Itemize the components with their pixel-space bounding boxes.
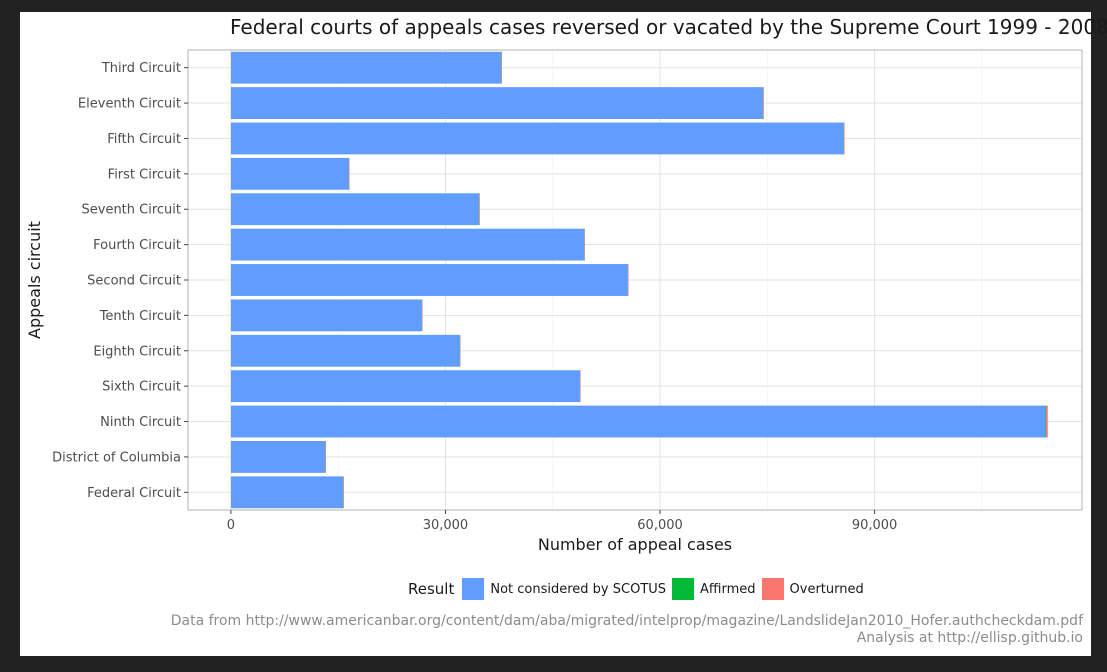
bar-not-considered-by-scotus-district-of-columbia bbox=[230, 441, 326, 473]
source-note: Data from http://www.americanbar.org/con… bbox=[171, 613, 1083, 647]
bar-overturned-second-circuit bbox=[627, 264, 629, 296]
legend-item-affirmed: Affirmed bbox=[672, 578, 756, 600]
y-tick-label: Sixth Circuit bbox=[102, 380, 181, 395]
x-tick-label: 90,000 bbox=[852, 518, 898, 533]
y-tick-label: Second Circuit bbox=[87, 274, 181, 289]
y-tick-label: Eleventh Circuit bbox=[78, 97, 181, 112]
y-tick-label: Eighth Circuit bbox=[93, 344, 181, 359]
legend-label-overturned: Overturned bbox=[789, 581, 864, 597]
bar-not-considered-by-scotus-second-circuit bbox=[230, 264, 628, 296]
y-tick-label: Fourth Circuit bbox=[93, 238, 181, 253]
bar-not-considered-by-scotus-seventh-circuit bbox=[230, 193, 480, 226]
legend-swatch-affirmed bbox=[672, 578, 695, 600]
y-tick-label: Fifth Circuit bbox=[107, 132, 181, 147]
bar-overturned-ninth-circuit bbox=[1045, 405, 1048, 438]
y-tick-label: Seventh Circuit bbox=[82, 203, 182, 218]
bar-overturned-sixth-circuit bbox=[580, 370, 581, 403]
legend-label-affirmed: Affirmed bbox=[700, 581, 756, 597]
x-axis-title: Number of appeal cases bbox=[538, 535, 732, 554]
bar-not-considered-by-scotus-fifth-circuit bbox=[230, 122, 844, 155]
bar-not-considered-by-scotus-tenth-circuit bbox=[230, 299, 422, 332]
bar-affirmed-ninth-circuit bbox=[1045, 405, 1047, 438]
bar-overturned-federal-circuit bbox=[343, 476, 344, 509]
chart-canvas: Federal courts of appeals cases reversed… bbox=[20, 12, 1107, 656]
legend-item-not-considered: Not considered by SCOTUS bbox=[462, 578, 666, 600]
y-tick-label: Federal Circuit bbox=[87, 486, 181, 501]
y-tick-label: District of Columbia bbox=[52, 450, 181, 465]
y-tick-label: First Circuit bbox=[108, 167, 181, 182]
legend-label-not-considered: Not considered by SCOTUS bbox=[490, 581, 667, 597]
bar-overturned-eighth-circuit bbox=[459, 334, 461, 367]
bar-chart: Third Circuit Eleventh Circuit Fifth Circu… bbox=[25, 49, 1083, 554]
source-line-analysis: Analysis at http://ellisp.github.io bbox=[856, 630, 1083, 646]
bar-overturned-district-of-columbia bbox=[325, 441, 326, 473]
bar-overturned-fifth-circuit bbox=[843, 122, 845, 155]
legend-item-overturned: Overturned bbox=[761, 578, 864, 600]
bar-overturned-seventh-circuit bbox=[479, 193, 480, 226]
bar-not-considered-by-scotus-sixth-circuit bbox=[230, 370, 580, 403]
source-line-data: Data from http://www.americanbar.org/con… bbox=[170, 613, 1083, 629]
y-tick-label: Third Circuit bbox=[101, 61, 181, 76]
legend-swatch-overturned bbox=[761, 578, 784, 600]
y-tick-label: Tenth Circuit bbox=[99, 309, 181, 324]
bar-not-considered-by-scotus-fourth-circuit bbox=[230, 228, 585, 261]
chart-title: Federal courts of appeals cases reversed… bbox=[230, 15, 1107, 39]
legend-swatch-not-considered bbox=[462, 578, 485, 600]
legend-title: Result bbox=[408, 580, 455, 598]
bar-overturned-third-circuit bbox=[501, 51, 502, 84]
bar-overturned-fourth-circuit bbox=[584, 228, 585, 261]
x-tick-label: 60,000 bbox=[637, 518, 683, 533]
bar-overturned-first-circuit bbox=[348, 157, 350, 190]
bar-not-considered-by-scotus-federal-circuit bbox=[230, 476, 344, 509]
bar-not-considered-by-scotus-first-circuit bbox=[230, 157, 349, 190]
y-tick-label: Ninth Circuit bbox=[100, 415, 181, 430]
y-axis-title: Appeals circuit bbox=[25, 221, 44, 339]
bar-not-considered-by-scotus-ninth-circuit bbox=[230, 405, 1046, 438]
legend: Result Not considered by SCOTUS Affirmed… bbox=[408, 577, 870, 601]
bar-overturned-eleventh-circuit bbox=[763, 87, 764, 119]
bar-overturned-tenth-circuit bbox=[421, 299, 423, 332]
x-tick-label: 0 bbox=[227, 518, 235, 533]
bar-not-considered-by-scotus-third-circuit bbox=[230, 51, 502, 84]
x-tick-label: 30,000 bbox=[423, 518, 469, 533]
bar-not-considered-by-scotus-eighth-circuit bbox=[230, 334, 460, 367]
bar-not-considered-by-scotus-eleventh-circuit bbox=[230, 87, 764, 119]
